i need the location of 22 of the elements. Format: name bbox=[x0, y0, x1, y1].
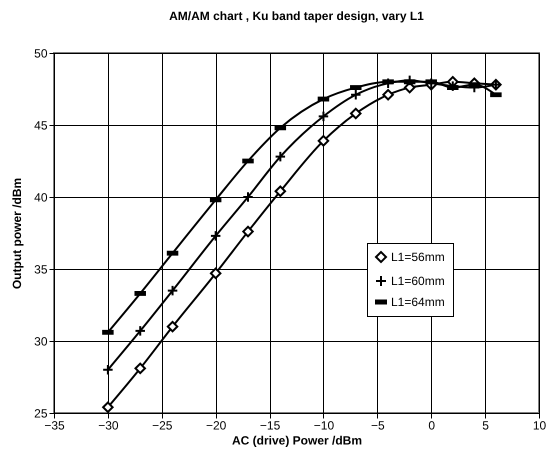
x-tick-label: −10 bbox=[314, 418, 334, 432]
y-tick-label: 50 bbox=[34, 46, 48, 60]
x-tick-label: −15 bbox=[260, 418, 281, 432]
y-tick-label: 45 bbox=[34, 118, 48, 132]
y-tick-label: 40 bbox=[34, 190, 48, 204]
x-tick-label: −5 bbox=[370, 418, 385, 432]
legend-label: L1=56mm bbox=[391, 250, 445, 264]
x-tick-label: 0 bbox=[428, 418, 436, 432]
x-tick-label: 10 bbox=[532, 418, 546, 432]
x-tick-label: 5 bbox=[482, 418, 490, 432]
legend-label: L1=60mm bbox=[391, 274, 445, 288]
x-axis-title: AC (drive) Power /dBm bbox=[232, 434, 362, 448]
x-tick-label: −25 bbox=[152, 418, 173, 432]
legend-label: L1=64mm bbox=[391, 295, 445, 309]
x-tick-label: −30 bbox=[98, 418, 119, 432]
y-tick-label: 30 bbox=[34, 334, 48, 348]
chart-title: AM/AM chart , Ku band taper design, vary L1 bbox=[169, 9, 424, 23]
y-axis-title: Output power /dBm bbox=[10, 178, 24, 290]
y-tick-label: 25 bbox=[34, 406, 48, 420]
y-tick-label: 35 bbox=[34, 262, 48, 276]
x-tick-label: −35 bbox=[44, 418, 65, 432]
x-tick-label: −20 bbox=[206, 418, 227, 432]
